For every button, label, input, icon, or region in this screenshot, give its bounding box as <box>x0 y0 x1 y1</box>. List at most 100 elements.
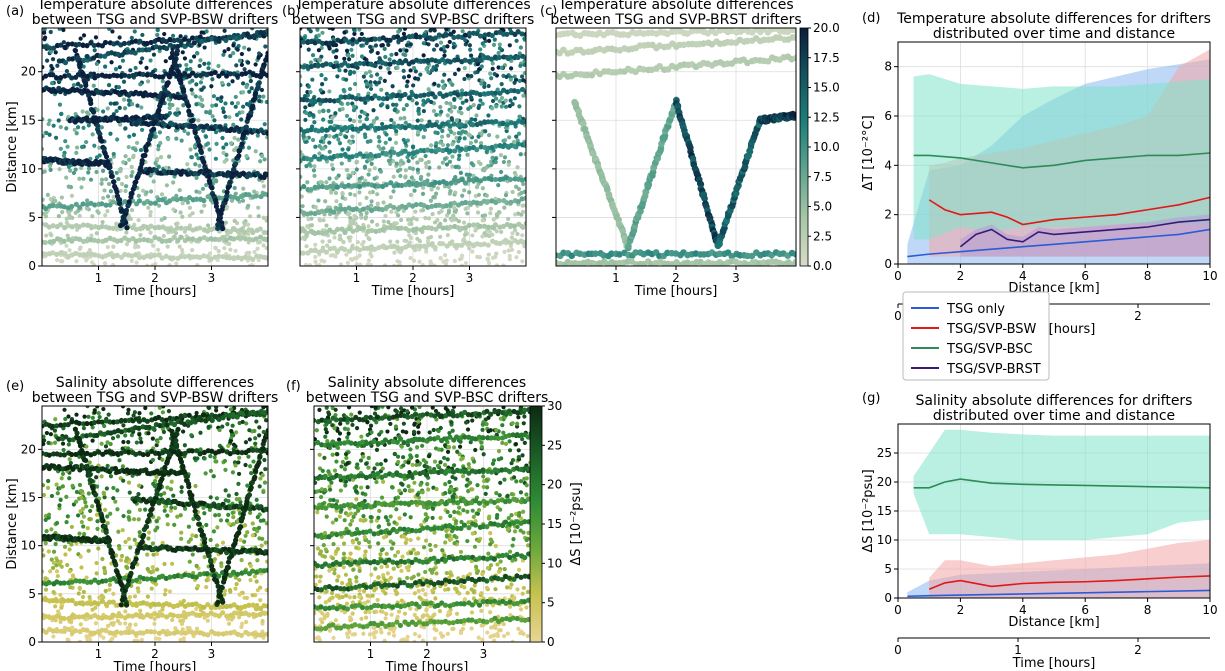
track-point <box>253 72 260 79</box>
scatter-point <box>94 512 100 517</box>
scatter-point <box>353 81 358 87</box>
track-point <box>243 124 249 130</box>
scatter-point <box>327 119 332 124</box>
scatter-point <box>77 176 82 181</box>
x-tick-label: 1 <box>353 271 361 285</box>
scatter-point <box>364 117 369 122</box>
track-point <box>335 97 341 104</box>
scatter-point <box>138 232 143 238</box>
scatter-point <box>103 64 108 69</box>
track-point <box>384 95 390 102</box>
scatter-point <box>158 154 164 160</box>
scatter-point <box>497 210 502 215</box>
scatter-point <box>482 81 487 86</box>
chart-title-line2: between TSG and SVP-BSW drifters <box>32 12 279 28</box>
track-point <box>88 100 94 107</box>
scatter-point <box>401 75 407 80</box>
scatter-point <box>310 77 315 82</box>
track-point <box>84 88 91 94</box>
scatter-point <box>199 87 204 92</box>
scatter-point <box>329 162 335 167</box>
track-point <box>645 181 653 188</box>
track-point <box>398 225 404 231</box>
scatter-point <box>355 240 360 245</box>
scatter-point <box>236 137 241 142</box>
scatter-point <box>470 249 475 254</box>
track-point <box>265 230 268 236</box>
track-point <box>219 226 226 232</box>
track-point <box>399 182 405 189</box>
scatter-point <box>243 440 249 445</box>
track-point <box>215 225 221 232</box>
scatter-point <box>417 259 422 264</box>
track-point <box>331 63 337 70</box>
track-point <box>410 33 416 39</box>
track-point <box>50 202 56 209</box>
scatter-point <box>443 218 448 223</box>
scatter-point <box>180 50 185 55</box>
scatter-point <box>467 190 472 195</box>
scatter-point <box>44 233 49 238</box>
track-point <box>459 242 465 248</box>
track-point <box>264 28 268 34</box>
scatter-point <box>66 164 72 169</box>
scatter-point <box>42 547 45 553</box>
scatter-point <box>389 52 394 57</box>
track-point <box>215 222 221 228</box>
track-point <box>223 37 229 43</box>
scatter-point <box>88 598 93 603</box>
scatter-point <box>316 33 321 38</box>
scatter-point <box>492 37 497 42</box>
scatter-point <box>47 118 52 123</box>
track-point <box>123 207 130 214</box>
scatter-point <box>188 147 193 152</box>
scatter-point <box>138 82 143 87</box>
scatter-point <box>478 161 483 167</box>
scatter-point <box>444 258 449 263</box>
scatter-point <box>381 200 386 205</box>
track-point <box>523 195 526 201</box>
scatter-point <box>488 211 493 216</box>
scatter-point <box>111 244 116 249</box>
panel-label: (d) <box>862 11 880 26</box>
track-point <box>792 111 796 119</box>
scatter-point <box>327 134 332 139</box>
track-point <box>250 229 256 236</box>
scatter-point <box>488 163 494 168</box>
scatter-point <box>383 140 388 145</box>
scatter-point <box>483 165 489 171</box>
scatter-point <box>171 493 176 498</box>
track-point <box>523 240 526 246</box>
scatter-point <box>452 96 457 102</box>
track-point <box>193 73 199 79</box>
scatter-point <box>387 57 392 62</box>
scatter-point <box>368 44 373 50</box>
scatter-point <box>235 47 240 52</box>
scatter-point <box>406 74 412 79</box>
track-point <box>421 243 427 249</box>
track-point <box>323 249 330 255</box>
scatter-point <box>81 125 86 130</box>
track-point <box>163 253 169 259</box>
track-point <box>515 54 521 61</box>
track-point <box>482 176 488 182</box>
track-point <box>190 117 196 124</box>
scatter-point <box>369 254 374 259</box>
track-point <box>432 94 438 100</box>
scatter-point <box>77 247 82 252</box>
panel-b: (b)Temperature absolute differencesbetwe… <box>282 0 534 299</box>
scatter-point <box>310 137 316 143</box>
scatter-point <box>382 78 387 83</box>
track-point <box>99 223 105 230</box>
track-point <box>334 226 341 233</box>
scatter-point <box>437 210 442 215</box>
scatter-point <box>490 61 495 66</box>
scatter-point <box>49 81 55 86</box>
scatter-point <box>489 159 494 164</box>
scatter-point <box>253 149 258 154</box>
track-point <box>204 228 211 234</box>
scatter-point <box>111 591 116 596</box>
scatter-point <box>449 109 454 114</box>
track-point <box>197 225 203 231</box>
scatter-point <box>456 157 461 162</box>
